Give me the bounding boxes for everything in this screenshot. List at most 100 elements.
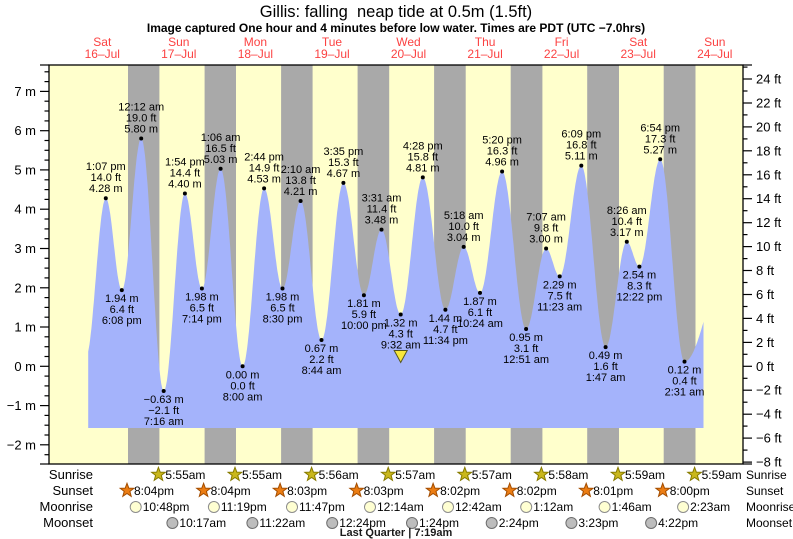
right-axis-label: 14 ft: [756, 191, 782, 206]
tide-event-annotation-high: 4.21 m: [284, 186, 318, 198]
plot-frame: [48, 64, 744, 465]
almanac-row-label-left-sunrise: Sunrise: [49, 467, 93, 482]
sunset-star-icon: [578, 481, 595, 498]
tide-event-annotation-low: 2.2 ft: [309, 354, 333, 366]
tide-event-dot: [280, 286, 285, 291]
tide-event-annotation-high: 5:20 pm: [482, 135, 522, 147]
tide-event-annotation-low: 7:16 am: [144, 416, 184, 428]
sunset-star-icon: [501, 481, 518, 498]
tide-event-annotation-low: 8:00 am: [223, 391, 263, 403]
tide-event-annotation-high: 3:31 am: [362, 193, 402, 205]
day-label: 21–Jul: [467, 47, 502, 61]
tide-event-dot: [603, 345, 608, 350]
tide-event-annotation-low: 8:30 pm: [263, 314, 303, 326]
tide-event-dot: [262, 186, 267, 191]
tide-event-annotation-high: 1:07 pm: [86, 161, 126, 173]
tide-event-annotation-high: 6:54 pm: [640, 122, 680, 134]
day-label: 20–Jul: [391, 47, 426, 61]
tide-event-annotation-high: 4.67 m: [327, 168, 361, 180]
tide-event-dot: [579, 163, 584, 168]
tide-event-annotation-high: 3.17 m: [610, 227, 644, 239]
almanac-row-label-left-sunset: Sunset: [53, 483, 94, 498]
day-label: Tue: [322, 35, 343, 49]
moonrise-circle-icon: [129, 501, 142, 513]
tide-event-dot: [398, 312, 403, 317]
tide-event-annotation-low: 6:08 pm: [102, 315, 142, 327]
sunrise-star-icon: [150, 465, 167, 482]
tide-event-annotation-high: 8:26 am: [607, 205, 647, 217]
tide-event-dot: [420, 175, 425, 180]
tide-event-annotation-low: 7:14 pm: [182, 314, 222, 326]
tide-event-annotation-high: 17.3 ft: [645, 133, 676, 145]
tide-event-annotation-high: 3:35 pm: [324, 146, 364, 158]
tide-event-dot: [218, 166, 223, 171]
right-axis-label: 22 ft: [756, 96, 782, 111]
tide-event-annotation-high: 16.8 ft: [566, 140, 597, 152]
sunrise-time: 5:57am: [395, 468, 435, 482]
tide-event-annotation-high: 13.8 ft: [285, 175, 316, 187]
right-axis-label: 6 ft: [756, 287, 774, 302]
moonset-time: 1:24pm: [419, 516, 459, 530]
sunrise-time: 5:59am: [625, 468, 665, 482]
left-axis-label: 3 m: [14, 241, 36, 256]
tide-event-annotation-high: 5.11 m: [565, 151, 598, 163]
tide-event-annotation-high: 16.5 ft: [205, 143, 236, 155]
moonset-circle-icon: [406, 517, 418, 529]
day-label: Sun: [168, 35, 189, 49]
tide-event-dot: [379, 227, 384, 232]
day-label: 16–Jul: [85, 47, 120, 61]
tide-event-annotation-high: 5.80 m: [124, 124, 158, 136]
tide-event-annotation-low: 1.81 m: [347, 298, 381, 310]
moonrise-circle-icon: [207, 501, 220, 513]
tide-event-annotation-low: 1:47 am: [586, 372, 626, 384]
tide-event-annotation-high: 5.03 m: [204, 154, 238, 166]
moonset-circle-icon: [645, 517, 658, 529]
tide-event-annotation-low: 2:31 am: [665, 387, 705, 399]
tide-event-annotation-high: 19.0 ft: [126, 113, 157, 125]
left-axis-label: 2 m: [14, 280, 36, 295]
page-title: Gillis: falling neap tide at 0.5m (1.5ft…: [260, 3, 532, 21]
tide-event-annotation-low: 10:24 am: [457, 318, 503, 330]
right-axis-label: 2 ft: [756, 335, 774, 350]
sunset-time: 8:02pm: [440, 484, 480, 498]
tide-event-dot: [682, 359, 687, 364]
axes-layer: 7 m 6 m 5 m 4 m 3 m 2 m 1 m 0 m −1 m −2 m 24 ft 22 …: [7, 64, 782, 470]
tide-event-annotation-low: 11:23 am: [537, 301, 582, 313]
moonset-time: 3:23pm: [578, 516, 618, 530]
sunrise-time: 5:55am: [165, 468, 205, 482]
tide-event-annotation-low: 1.94 m: [105, 293, 139, 305]
moonset-circle-icon: [485, 517, 498, 529]
right-axis-label: 10 ft: [756, 239, 782, 254]
day-label: Wed: [396, 35, 420, 49]
tide-event-annotation-high: 4.96 m: [485, 157, 519, 169]
left-axis-label: 5 m: [14, 162, 36, 177]
tide-event-annotation-low: −0.63 m: [144, 394, 184, 406]
day-label: 23–Jul: [621, 47, 656, 61]
tide-event-annotation-high: 6:09 pm: [561, 129, 601, 141]
tide-event-dot: [557, 274, 562, 279]
sunset-star-icon: [271, 481, 289, 498]
tide-event-annotation-low: 6.5 ft: [270, 303, 294, 315]
tide-event-annotation-low: 6.1 ft: [468, 307, 492, 319]
tide-event-annotation-low: 8.3 ft: [627, 281, 651, 293]
tide-event-annotation-high: 14.4 ft: [170, 168, 201, 180]
sunset-star-icon: [348, 481, 365, 498]
tide-event-annotation-low: 6.5 ft: [190, 303, 214, 315]
moonset-time: 11:22am: [259, 516, 305, 530]
sunset-time: 8:02pm: [517, 484, 557, 498]
sunrise-star-icon: [226, 465, 244, 482]
right-axis-label: 24 ft: [756, 72, 782, 87]
moonrise-circle-icon: [442, 501, 454, 513]
tide-event-dot: [341, 180, 346, 185]
almanac-row-label-left-moonset: Moonset: [43, 515, 93, 530]
tide-event-annotation-high: 4.53 m: [247, 173, 281, 185]
left-axis-label: 4 m: [14, 202, 36, 217]
left-axis-label: 6 m: [14, 123, 36, 138]
tide-event-annotation-high: 7:07 am: [526, 212, 566, 224]
sunrise-star-icon: [303, 465, 320, 482]
tide-event-annotation-low: 1.44 m: [429, 313, 463, 325]
day-label: Sun: [704, 35, 725, 49]
tide-event-dot: [161, 389, 166, 393]
sunrise-time: 5:55am: [242, 468, 282, 482]
